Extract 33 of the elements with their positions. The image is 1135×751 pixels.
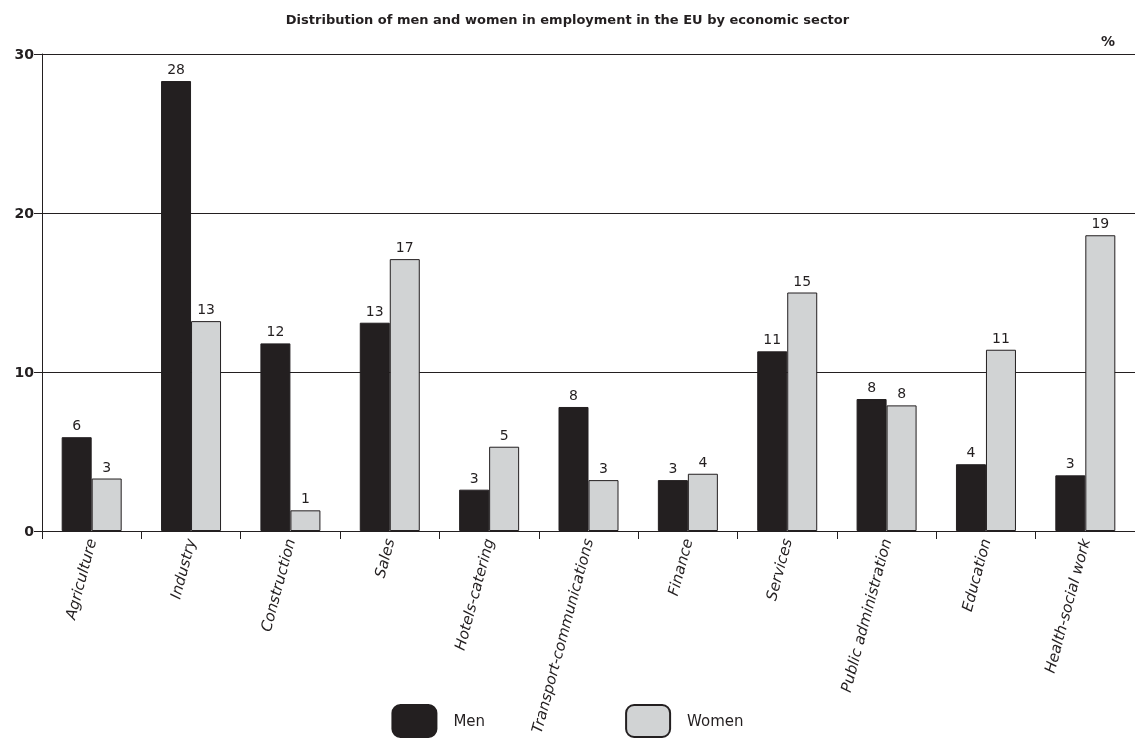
y-tick-label: 20 (14, 205, 35, 221)
data-label: 11 (763, 331, 782, 348)
data-label: 17 (395, 239, 414, 256)
data-label: 8 (867, 379, 877, 396)
data-label: 3 (469, 469, 479, 486)
x-tick-label: Sales (370, 536, 399, 580)
data-label: 5 (499, 426, 509, 443)
data-label: 15 (793, 272, 812, 289)
data-label: 4 (698, 453, 708, 470)
data-label: 8 (897, 385, 907, 402)
data-label: 3 (599, 460, 608, 477)
data-label: 1 (300, 490, 310, 507)
data-label: 8 (569, 386, 578, 403)
data-label: 11 (992, 329, 1010, 346)
y-tick-label: 10 (14, 364, 35, 380)
data-label: 4 (966, 444, 976, 461)
data-label: 6 (72, 417, 82, 434)
data-label: 13 (197, 301, 215, 318)
data-label: 13 (365, 302, 384, 319)
data-label: 3 (1065, 455, 1075, 472)
data-label: 28 (167, 61, 185, 78)
legend-label: Women (687, 712, 744, 730)
y-tick-label: 30 (14, 46, 35, 62)
y-tick-label: 0 (24, 523, 35, 539)
data-label: 3 (102, 458, 112, 475)
data-label: 3 (668, 460, 678, 477)
chart-title: Distribution of men and women in employment in the EU by economic sector (285, 12, 850, 27)
data-label: 19 (1091, 215, 1110, 232)
legend-label: Men (453, 712, 486, 730)
x-tick-label: Services (762, 536, 796, 603)
data-label: 12 (266, 323, 285, 340)
y-axis-title: % (1100, 33, 1115, 49)
x-tick-label: Finance (664, 536, 697, 598)
